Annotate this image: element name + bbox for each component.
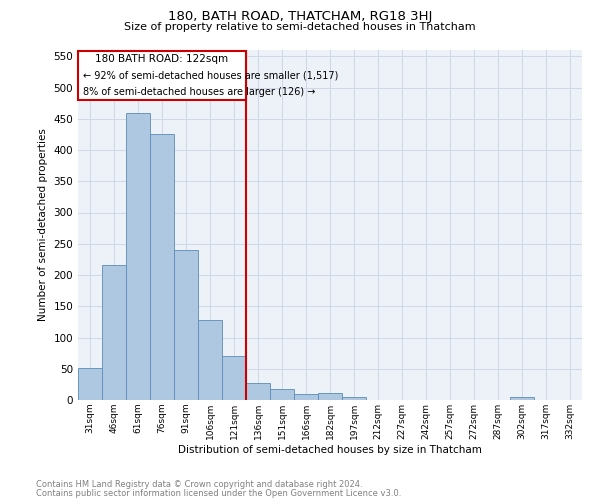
X-axis label: Distribution of semi-detached houses by size in Thatcham: Distribution of semi-detached houses by … — [178, 444, 482, 454]
Text: 8% of semi-detached houses are larger (126) →: 8% of semi-detached houses are larger (1… — [83, 87, 315, 97]
Bar — [174, 250, 198, 400]
Bar — [198, 320, 222, 400]
Bar — [294, 394, 318, 400]
Bar — [102, 265, 126, 400]
Bar — [318, 393, 342, 400]
Bar — [150, 134, 174, 400]
Bar — [342, 397, 366, 400]
Y-axis label: Number of semi-detached properties: Number of semi-detached properties — [38, 128, 48, 322]
Text: 180, BATH ROAD, THATCHAM, RG18 3HJ: 180, BATH ROAD, THATCHAM, RG18 3HJ — [168, 10, 432, 23]
Bar — [78, 368, 102, 400]
Bar — [270, 389, 294, 400]
Text: Contains public sector information licensed under the Open Government Licence v3: Contains public sector information licen… — [36, 489, 401, 498]
Bar — [246, 382, 270, 400]
Bar — [222, 356, 246, 400]
Text: Contains HM Land Registry data © Crown copyright and database right 2024.: Contains HM Land Registry data © Crown c… — [36, 480, 362, 489]
Text: 180 BATH ROAD: 122sqm: 180 BATH ROAD: 122sqm — [95, 54, 229, 64]
Bar — [126, 112, 150, 400]
Text: Size of property relative to semi-detached houses in Thatcham: Size of property relative to semi-detach… — [124, 22, 476, 32]
Text: ← 92% of semi-detached houses are smaller (1,517): ← 92% of semi-detached houses are smalle… — [83, 70, 338, 81]
FancyBboxPatch shape — [78, 52, 246, 100]
Bar — [510, 397, 534, 400]
